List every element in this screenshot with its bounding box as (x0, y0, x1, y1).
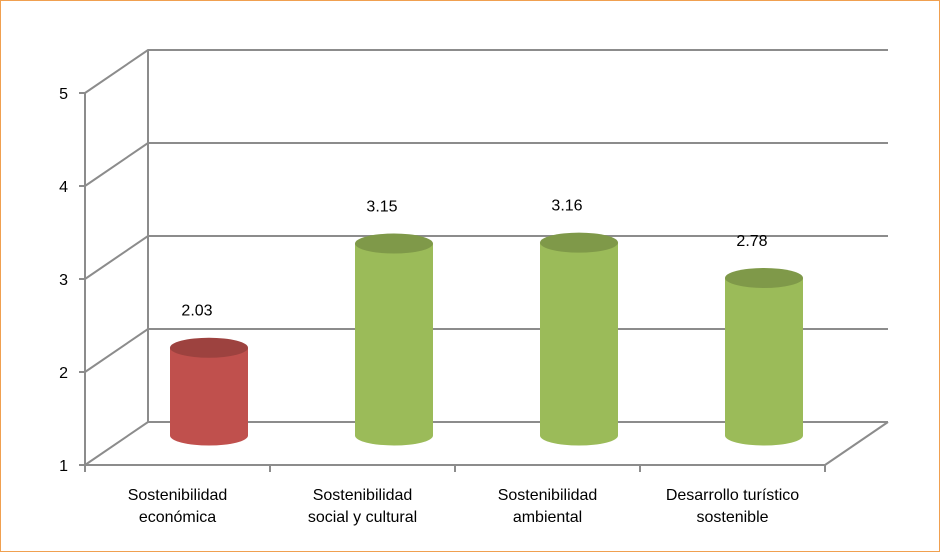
grid-line (84, 421, 888, 466)
bar (540, 232, 618, 446)
bar-body (540, 242, 618, 446)
y-tick-label: 3 (59, 272, 68, 289)
y-tick-label: 4 (59, 179, 68, 196)
grid-line (84, 142, 888, 187)
bar-top (725, 267, 803, 288)
bar-top (170, 337, 248, 358)
x-tick-label: Sostenibilidad social y cultural (307, 487, 418, 526)
grid-line (84, 328, 888, 373)
bar-body (355, 243, 433, 446)
bar-body (170, 347, 248, 446)
data-label: 2.03 (181, 303, 212, 320)
floor-edge (824, 421, 889, 466)
grid-line (84, 235, 888, 280)
y-tick-label: 5 (59, 86, 68, 103)
bar (725, 267, 803, 446)
grid-line (84, 49, 888, 94)
x-tick-label: Sostenibilidad económica (127, 487, 228, 526)
x-tick-label: Desarrollo turístico sostenible (665, 487, 800, 526)
bar-body (725, 277, 803, 446)
y-tick-label: 2 (59, 365, 68, 382)
data-label: 3.15 (366, 199, 397, 216)
bar (170, 337, 248, 446)
bar-top (355, 233, 433, 254)
y-tick-label: 1 (59, 458, 68, 475)
bar-top (540, 232, 618, 253)
bar (355, 233, 433, 446)
x-tick-label: Sostenibilidad ambiental (497, 487, 598, 526)
data-label: 3.16 (551, 198, 582, 215)
data-label: 2.78 (736, 233, 767, 250)
